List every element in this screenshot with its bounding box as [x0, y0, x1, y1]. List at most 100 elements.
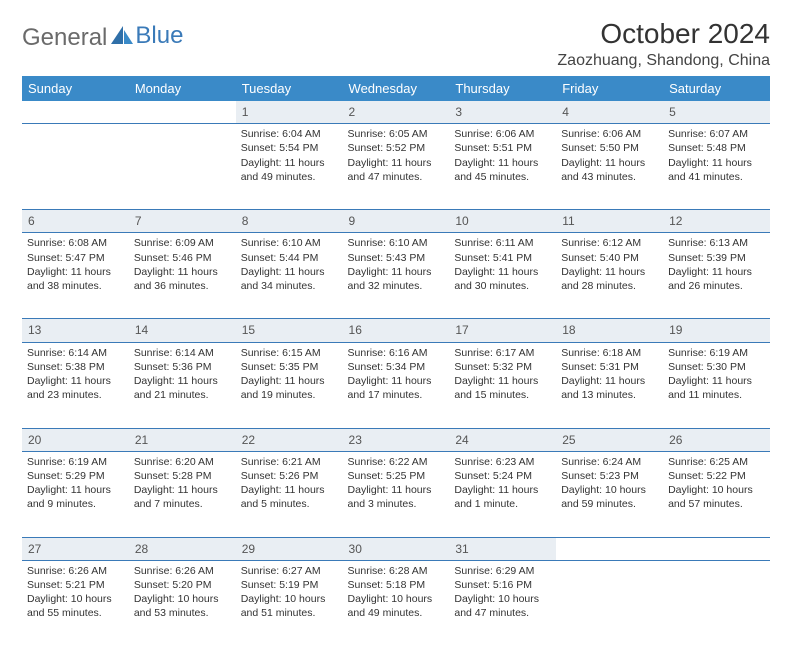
- day-number-cell: 7: [129, 210, 236, 233]
- day-line: Daylight: 11 hours: [561, 156, 658, 170]
- day-line: Daylight: 10 hours: [241, 592, 338, 606]
- day-content-cell: Sunrise: 6:07 AMSunset: 5:48 PMDaylight:…: [663, 124, 770, 210]
- header: General Blue October 2024 Zaozhuang, Sha…: [22, 18, 770, 70]
- day-line: Sunset: 5:38 PM: [27, 360, 124, 374]
- day-line: Daylight: 11 hours: [454, 483, 551, 497]
- day-content-cell: Sunrise: 6:27 AMSunset: 5:19 PMDaylight:…: [236, 560, 343, 646]
- day-line: and 59 minutes.: [561, 497, 658, 511]
- day-line: Daylight: 11 hours: [134, 374, 231, 388]
- day-line: Daylight: 11 hours: [241, 156, 338, 170]
- day-number-cell: 16: [343, 319, 450, 342]
- day-line: Sunrise: 6:21 AM: [241, 455, 338, 469]
- day-line: Sunset: 5:50 PM: [561, 141, 658, 155]
- day-line: Sunrise: 6:26 AM: [134, 564, 231, 578]
- day-number-cell: 22: [236, 428, 343, 451]
- weekday-header: Sunday: [22, 76, 129, 101]
- day-number-cell: [22, 101, 129, 124]
- day-line: and 38 minutes.: [27, 279, 124, 293]
- day-line: Daylight: 10 hours: [348, 592, 445, 606]
- day-line: Sunset: 5:44 PM: [241, 251, 338, 265]
- day-number-cell: 6: [22, 210, 129, 233]
- day-line: Daylight: 10 hours: [454, 592, 551, 606]
- day-line: Daylight: 11 hours: [668, 265, 765, 279]
- day-number-cell: 13: [22, 319, 129, 342]
- day-number-cell: 17: [449, 319, 556, 342]
- day-line: and 17 minutes.: [348, 388, 445, 402]
- day-number-cell: 1: [236, 101, 343, 124]
- day-number-row: 13141516171819: [22, 319, 770, 342]
- day-line: Daylight: 11 hours: [454, 374, 551, 388]
- day-line: Sunrise: 6:25 AM: [668, 455, 765, 469]
- day-line: and 1 minute.: [454, 497, 551, 511]
- day-line: Sunset: 5:19 PM: [241, 578, 338, 592]
- day-content-cell: Sunrise: 6:10 AMSunset: 5:44 PMDaylight:…: [236, 233, 343, 319]
- day-number-cell: [129, 101, 236, 124]
- day-line: Daylight: 11 hours: [134, 483, 231, 497]
- day-content-cell: Sunrise: 6:06 AMSunset: 5:50 PMDaylight:…: [556, 124, 663, 210]
- day-line: Sunset: 5:20 PM: [134, 578, 231, 592]
- day-line: Sunset: 5:24 PM: [454, 469, 551, 483]
- day-line: and 26 minutes.: [668, 279, 765, 293]
- day-content-row: Sunrise: 6:19 AMSunset: 5:29 PMDaylight:…: [22, 451, 770, 537]
- weekday-header: Tuesday: [236, 76, 343, 101]
- day-line: Sunrise: 6:09 AM: [134, 236, 231, 250]
- day-line: Daylight: 11 hours: [134, 265, 231, 279]
- day-line: and 45 minutes.: [454, 170, 551, 184]
- day-line: Sunrise: 6:19 AM: [27, 455, 124, 469]
- day-line: Sunrise: 6:29 AM: [454, 564, 551, 578]
- day-line: Sunset: 5:28 PM: [134, 469, 231, 483]
- day-line: Sunset: 5:52 PM: [348, 141, 445, 155]
- day-content-cell: Sunrise: 6:10 AMSunset: 5:43 PMDaylight:…: [343, 233, 450, 319]
- day-line: and 23 minutes.: [27, 388, 124, 402]
- day-line: Sunset: 5:30 PM: [668, 360, 765, 374]
- day-line: Sunrise: 6:14 AM: [27, 346, 124, 360]
- day-line: and 32 minutes.: [348, 279, 445, 293]
- day-line: Sunrise: 6:15 AM: [241, 346, 338, 360]
- day-line: Sunset: 5:26 PM: [241, 469, 338, 483]
- day-number-row: 6789101112: [22, 210, 770, 233]
- day-line: and 43 minutes.: [561, 170, 658, 184]
- day-content-cell: Sunrise: 6:04 AMSunset: 5:54 PMDaylight:…: [236, 124, 343, 210]
- day-line: Sunrise: 6:28 AM: [348, 564, 445, 578]
- day-content-cell: Sunrise: 6:14 AMSunset: 5:36 PMDaylight:…: [129, 342, 236, 428]
- day-number-row: 12345: [22, 101, 770, 124]
- day-line: Daylight: 11 hours: [454, 265, 551, 279]
- day-line: Sunrise: 6:07 AM: [668, 127, 765, 141]
- day-line: Sunrise: 6:16 AM: [348, 346, 445, 360]
- day-line: Sunrise: 6:10 AM: [241, 236, 338, 250]
- day-line: Sunrise: 6:13 AM: [668, 236, 765, 250]
- day-line: Sunset: 5:34 PM: [348, 360, 445, 374]
- day-line: Sunrise: 6:19 AM: [668, 346, 765, 360]
- day-line: Sunrise: 6:26 AM: [27, 564, 124, 578]
- day-line: Sunset: 5:16 PM: [454, 578, 551, 592]
- day-line: and 34 minutes.: [241, 279, 338, 293]
- logo: General Blue: [22, 18, 183, 52]
- day-content-cell: Sunrise: 6:29 AMSunset: 5:16 PMDaylight:…: [449, 560, 556, 646]
- day-content-row: Sunrise: 6:14 AMSunset: 5:38 PM Daylight:…: [22, 342, 770, 428]
- day-content-cell: Sunrise: 6:25 AMSunset: 5:22 PMDaylight:…: [663, 451, 770, 537]
- day-number-cell: 25: [556, 428, 663, 451]
- day-content-cell: Sunrise: 6:12 AMSunset: 5:40 PMDaylight:…: [556, 233, 663, 319]
- day-line: Sunset: 5:25 PM: [348, 469, 445, 483]
- day-number-cell: 10: [449, 210, 556, 233]
- weekday-header: Wednesday: [343, 76, 450, 101]
- day-content-row: Sunrise: 6:26 AMSunset: 5:21 PMDaylight:…: [22, 560, 770, 646]
- day-line: Sunrise: 6:08 AM: [27, 236, 124, 250]
- day-line: and 36 minutes.: [134, 279, 231, 293]
- day-line: Sunset: 5:47 PM: [27, 251, 124, 265]
- weekday-header: Thursday: [449, 76, 556, 101]
- day-line: and 15 minutes.: [454, 388, 551, 402]
- logo-sail-icon: [109, 24, 135, 46]
- day-number-cell: 4: [556, 101, 663, 124]
- day-line: and 49 minutes.: [348, 606, 445, 620]
- weekday-header: Saturday: [663, 76, 770, 101]
- day-number-cell: 19: [663, 319, 770, 342]
- day-line: Sunrise: 6:23 AM: [454, 455, 551, 469]
- weekday-header: Monday: [129, 76, 236, 101]
- day-line: Sunset: 5:36 PM: [134, 360, 231, 374]
- day-number-cell: 21: [129, 428, 236, 451]
- day-line: Sunrise: 6:17 AM: [454, 346, 551, 360]
- day-line: Daylight: 11 hours: [561, 374, 658, 388]
- day-content-cell: Sunrise: 6:18 AMSunset: 5:31 PMDaylight:…: [556, 342, 663, 428]
- day-content-cell: Sunrise: 6:19 AMSunset: 5:30 PMDaylight:…: [663, 342, 770, 428]
